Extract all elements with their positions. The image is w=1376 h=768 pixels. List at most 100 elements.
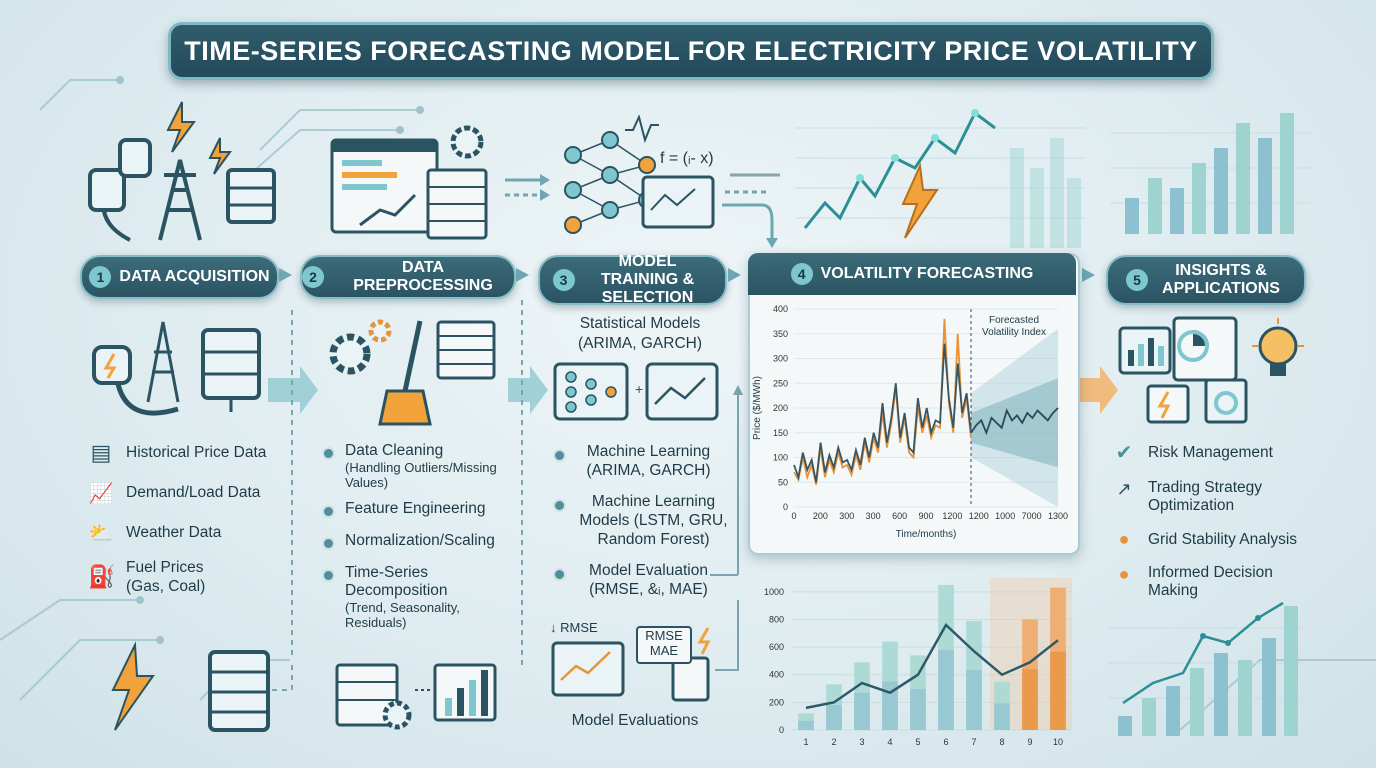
y-tick-label: 400 — [773, 304, 788, 314]
stage-volatility-forecasting[interactable]: 4 VOLATILITY FORECASTING — [748, 253, 1076, 295]
bullet-icon — [322, 447, 335, 460]
list-item-label: Feature Engineering — [345, 500, 486, 517]
stage-number: 3 — [552, 269, 575, 291]
y-tick-label: 0 — [779, 725, 784, 735]
x-tick-label: 1200 — [969, 511, 989, 521]
bullet-icon — [322, 537, 335, 550]
bullet-icon — [553, 499, 566, 512]
insights-bottom-decor-chart — [1108, 601, 1303, 736]
rmse-label: ↓ RMSE — [550, 620, 598, 635]
x-tick-label: 7 — [971, 737, 976, 747]
list-item: ● Informed Decision Making — [1112, 564, 1322, 600]
insights-top-decor-chart — [1110, 113, 1310, 234]
rmse-label-text: RMSE — [560, 620, 598, 635]
list-item: Normalization/Scaling — [322, 532, 532, 550]
stage-insights-applications[interactable]: 5 INSIGHTS & APPLICATIONS — [1106, 255, 1306, 305]
forecast-series-line — [970, 407, 1059, 436]
y-tick-label: 0 — [783, 502, 788, 512]
list-item-label: Machine Learning (ARIMA, GARCH) — [586, 443, 711, 479]
shield-icon: ✔ — [1115, 442, 1133, 464]
acquisition-bottom-illustration — [111, 641, 270, 732]
preprocessing-list: Data Cleaning (Handling Outliers/Missing… — [322, 442, 532, 630]
series-line — [805, 622, 1059, 710]
top-flow-arrows — [505, 173, 780, 248]
x-tick-label: 1000 — [995, 511, 1015, 521]
list-item-detail: (Trend, Seasonality, Residuals) — [345, 600, 460, 630]
forecast-annotation: Forecasted Volatility Index — [982, 315, 1046, 338]
x-tick-label: 9 — [1027, 737, 1032, 747]
lightbulb-icon: ● — [1118, 564, 1130, 584]
list-item: ✔ Risk Management — [1112, 440, 1322, 465]
bar-lower — [798, 720, 814, 730]
y-tick-label: 250 — [773, 378, 788, 388]
training-list: Machine Learning (ARIMA, GARCH) Machine … — [553, 442, 733, 599]
x-axis-label: Time/months) — [896, 529, 957, 540]
bar-lower — [938, 650, 954, 730]
y-tick-label: 800 — [769, 614, 784, 624]
trend-icon: ↗ — [1116, 479, 1132, 499]
bar-lower — [882, 681, 898, 730]
y-tick-label: 300 — [773, 354, 788, 364]
model-evaluations-label: Model Evaluations — [571, 712, 699, 729]
preprocessing-top-illustration — [330, 125, 488, 240]
list-item: Machine Learning Models (LSTM, GRU, Rand… — [553, 492, 733, 549]
stage-model-training[interactable]: 3 MODEL TRAINING & SELECTION — [538, 253, 727, 306]
stage-label: INSIGHTS & APPLICATIONS — [1162, 262, 1280, 297]
weather-icon: ⛅ — [88, 522, 114, 545]
stage-label: DATA ACQUISITION — [119, 268, 270, 285]
insights-mid-illustration — [1118, 316, 1304, 424]
history-series-line — [793, 343, 972, 483]
y-axis-label: Price ($/MWh) — [752, 376, 763, 440]
x-tick-label: 2 — [831, 737, 836, 747]
acquisition-mid-illustration — [92, 321, 261, 416]
stage-data-preprocessing[interactable]: 2 DATA PREPROCESSING — [300, 255, 516, 299]
metrics-card: RMSE MAE — [636, 626, 692, 664]
list-item: Data Cleaning (Handling Outliers/Missing… — [322, 442, 532, 490]
chart-icon: 📈 — [88, 482, 114, 505]
x-tick-label: 8 — [999, 737, 1004, 747]
bottom-bar-line-chart: 0 200 400 600 800 1000 1 2 3 4 5 6 7 8 9 10 — [764, 578, 1072, 747]
x-tick-label: 900 — [918, 511, 933, 521]
list-item-label: Demand/Load Data — [126, 484, 261, 501]
bar-lower — [966, 669, 982, 730]
y-tick-label: 100 — [773, 453, 788, 463]
acquisition-list: ▤ Historical Price Data 📈 Demand/Load Da… — [88, 438, 288, 596]
x-tick-label: 1300 — [1048, 511, 1068, 521]
x-tick-label: 4 — [887, 737, 892, 747]
list-item-label: Machine Learning Models (LSTM, GRU, Rand… — [579, 493, 728, 548]
y-tick-label: 50 — [778, 477, 788, 487]
bullet-icon — [553, 568, 566, 581]
y-tick-label: 600 — [769, 642, 784, 652]
bar-lower — [854, 692, 870, 730]
list-item-label: Informed Decision Making — [1148, 564, 1273, 599]
stage-number: 4 — [790, 263, 813, 285]
forecast-band-inner — [971, 378, 1058, 468]
stage-label: MODEL TRAINING & SELECTION — [600, 253, 695, 306]
x-tick-label: 6 — [943, 737, 948, 747]
list-item: Machine Learning (ARIMA, GARCH) — [553, 442, 733, 480]
list-item-label: Data Cleaning — [345, 442, 444, 459]
stage-label: VOLATILITY FORECASTING — [820, 265, 1034, 282]
preprocessing-bottom-illustration — [335, 663, 497, 730]
forecast-top-decor-chart — [795, 109, 1085, 248]
bar-lower — [826, 704, 842, 730]
bullet-icon — [322, 569, 335, 582]
formula-text: f = (ᵢ- x) — [660, 150, 714, 167]
list-item: ⛅ Weather Data — [88, 518, 288, 548]
x-tick-label: 0 — [791, 511, 796, 521]
list-item: ⛽ Fuel Prices (Gas, Coal) — [88, 558, 288, 596]
list-item-label: Normalization/Scaling — [345, 532, 495, 549]
stage-data-acquisition[interactable]: 1 DATA ACQUISITION — [80, 255, 279, 299]
bullet-icon — [553, 449, 566, 462]
y-tick-label: 200 — [769, 697, 784, 707]
stage-number: 2 — [302, 266, 324, 288]
insights-list: ✔ Risk Management ↗ Trading Strategy Opt… — [1112, 440, 1322, 600]
list-item-label: Historical Price Data — [126, 444, 267, 461]
list-item: ● Grid Stability Analysis — [1112, 529, 1322, 550]
list-item: Model Evaluation (RMSE, &ᵢ, MAE) — [553, 561, 733, 599]
fuel-pump-icon: ⛽ — [88, 564, 116, 589]
forecast-line-chart: 0 50 100 150 200 250 300 350 400 0 200 300 300 600 900… — [752, 304, 1068, 540]
list-item: ▤ Historical Price Data — [88, 438, 288, 468]
bar-lower — [910, 688, 926, 730]
